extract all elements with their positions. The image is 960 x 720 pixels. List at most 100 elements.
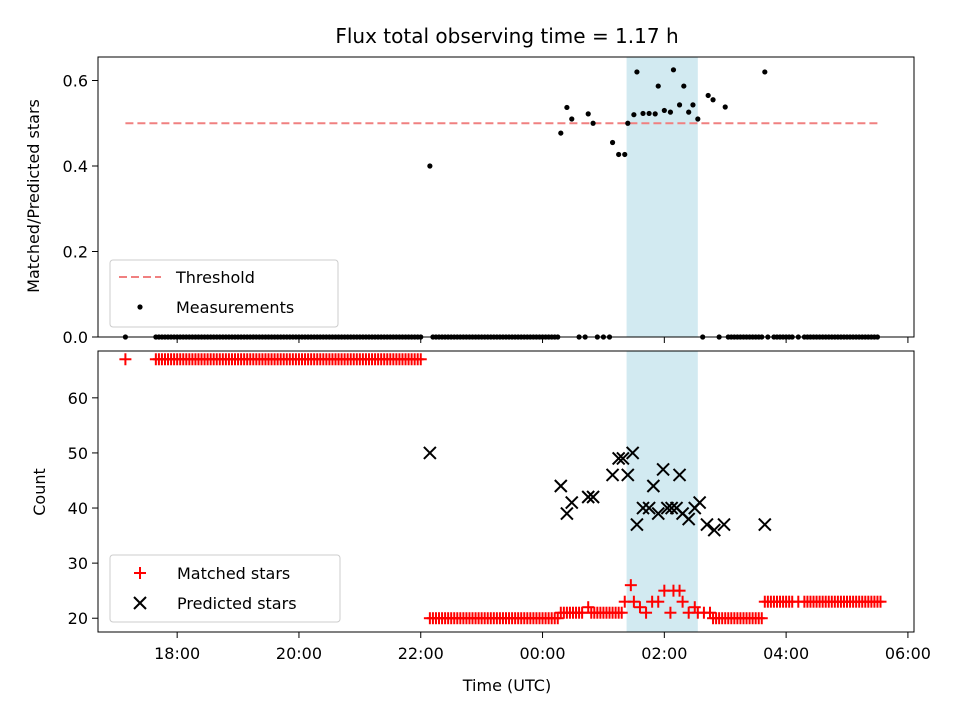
matched-star-point [652, 595, 665, 608]
measurement-point [585, 111, 591, 117]
predicted-star-point [681, 512, 696, 526]
measurement-point [705, 92, 711, 99]
count-points [119, 353, 887, 625]
top-shaded-span [626, 57, 698, 337]
predicted-star-point [672, 468, 687, 482]
top-legend: Threshold Measurements [109, 259, 339, 328]
matched-star-point [664, 606, 677, 619]
measurement-point [564, 104, 570, 111]
legend-threshold-label: Threshold [175, 268, 255, 287]
x-tick-label: 18:00 [154, 644, 200, 663]
predicted-star-point [656, 462, 670, 477]
bottom-panel: 20 30 40 50 60 18:00 20:00 22:00 00:00 02:00 04:0… [30, 350, 931, 695]
top-axes-frame [97, 56, 915, 338]
matched-star-point [704, 606, 716, 619]
matched-star-point [582, 601, 595, 614]
matched-star-point [627, 595, 640, 608]
bottom-axes-frame [97, 350, 915, 633]
matched-star-point [119, 353, 132, 366]
predicted-star-point [625, 446, 640, 460]
measurement-point [695, 116, 701, 122]
predicted-star-point [646, 479, 661, 493]
measurement-point [655, 83, 661, 89]
measurement-point [670, 67, 677, 73]
chart-title: Flux total observing time = 1.17 h [335, 24, 678, 48]
bottom-x-axis: 18:00 20:00 22:00 00:00 02:00 04:00 06:00 [154, 632, 931, 663]
predicted-star-point [581, 490, 595, 504]
measurement-point [646, 110, 652, 117]
measurement-point [722, 104, 728, 110]
measurement-point [622, 151, 628, 158]
measurement-point [558, 130, 564, 136]
predicted-star-point [664, 501, 679, 515]
matched-star-point [551, 612, 564, 625]
measurement-point [676, 102, 683, 108]
legend-predicted-label: Predicted stars [177, 594, 297, 613]
bottom-shaded-span [626, 351, 698, 632]
y-tick-label: 30 [68, 554, 88, 573]
predicted-star-point [616, 451, 630, 466]
measurement-point [686, 109, 692, 115]
matched-star-point [414, 353, 427, 366]
legend-measurements-swatch [137, 304, 143, 310]
matched-star-point [633, 601, 646, 614]
predicted-star-point [605, 468, 620, 482]
x-axis-label: Time (UTC) [462, 676, 551, 695]
bottom-y-axis: 20 30 40 50 60 [68, 389, 98, 628]
predicted-star-point [700, 517, 714, 532]
measurement-point [652, 111, 658, 117]
legend-predicted-swatch [133, 596, 147, 610]
measurement-point [690, 102, 696, 108]
x-tick-label: 22:00 [398, 644, 444, 663]
measurement-point [569, 116, 575, 122]
predicted-star-point [651, 506, 665, 521]
top-y-axis-label: Matched/Predicted stars [24, 99, 43, 293]
predicted-star-point [758, 517, 772, 532]
legend-matched-label: Matched stars [177, 564, 290, 583]
matched-star-point [676, 595, 689, 608]
matched-star-point [755, 612, 768, 625]
predicted-star-point [621, 468, 635, 482]
predicted-star-point [630, 517, 644, 532]
y-tick-label: 50 [68, 444, 88, 463]
x-tick-label: 06:00 [885, 644, 931, 663]
x-tick-label: 00:00 [519, 644, 565, 663]
predicted-star-point [636, 501, 650, 515]
predicted-star-point [423, 446, 437, 460]
bottom-y-axis-label: Count [30, 468, 49, 516]
predicted-star-point [692, 495, 707, 510]
y-tick-label: 60 [68, 389, 88, 408]
matched-star-point [640, 606, 653, 619]
measurement-point [661, 107, 667, 114]
measurement-point [667, 109, 674, 115]
y-tick-label: 40 [68, 499, 88, 518]
legend-measurements-label: Measurements [176, 298, 294, 317]
predicted-star-point [642, 501, 656, 515]
top-panel: 0.0 0.2 0.4 0.6 Matched/Predicted stars Thr… [24, 56, 915, 347]
predicted-star-point [586, 490, 600, 504]
y-tick-label: 0.6 [63, 72, 88, 91]
predicted-star-point [560, 506, 574, 521]
x-tick-label: 20:00 [276, 644, 322, 663]
predicted-star-point [707, 523, 721, 537]
x-tick-label: 04:00 [763, 644, 809, 663]
bottom-legend: Matched stars Predicted stars [109, 554, 341, 623]
y-tick-label: 0.0 [63, 328, 88, 347]
predicted-star-point [611, 451, 626, 466]
measurement-point [762, 69, 768, 75]
legend-matched-swatch [134, 567, 146, 579]
matched-star-point [615, 606, 628, 619]
predicted-star-point [565, 495, 579, 510]
bottom-legend-box [109, 554, 341, 623]
y-tick-label: 0.2 [63, 243, 88, 262]
measurement-point [710, 97, 716, 103]
measurement-point [590, 120, 596, 126]
measurement-point [640, 110, 646, 117]
top-x-ticks [176, 337, 909, 343]
measurement-point [631, 112, 637, 118]
matched-star-point [624, 579, 637, 592]
matched-star-point [673, 584, 686, 597]
measurement-point [609, 139, 616, 146]
measurement-point [634, 69, 640, 75]
